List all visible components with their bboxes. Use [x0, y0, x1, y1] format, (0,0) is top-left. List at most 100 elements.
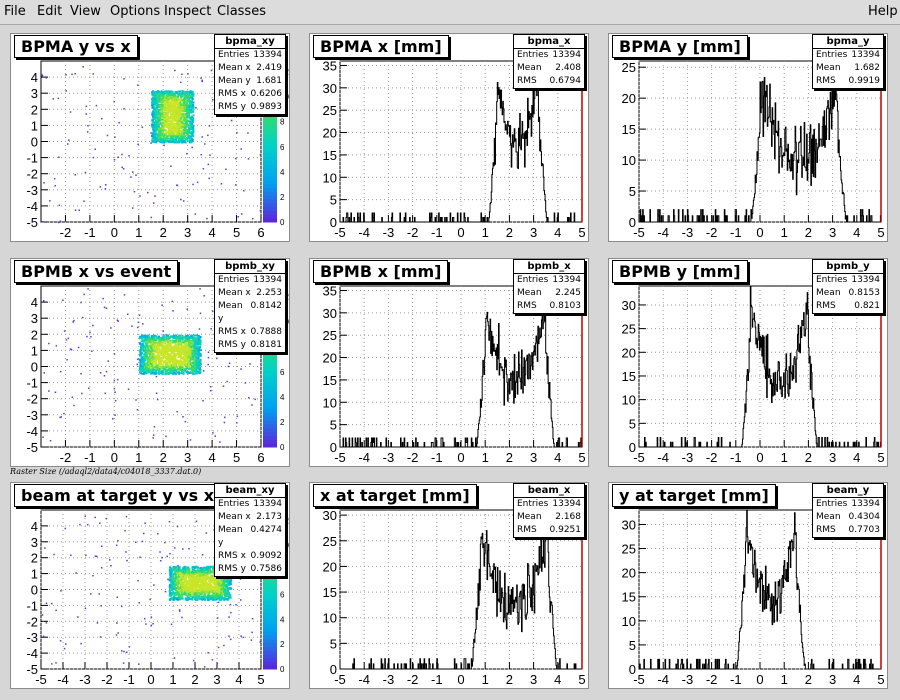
heat-cell	[178, 139, 181, 142]
heat-cell	[188, 104, 191, 107]
menu-options[interactable]: Options	[110, 4, 161, 19]
heat-cell	[188, 140, 191, 143]
heat-cell	[154, 120, 157, 123]
stats-title: bpmb_y	[813, 260, 883, 274]
scatter-point	[152, 622, 154, 625]
scatter-point	[236, 421, 238, 424]
heat-cell	[167, 132, 170, 135]
heat-cell	[138, 368, 141, 371]
scatter-point	[86, 335, 88, 338]
plot-pad-1[interactable]: -2-10123456-5-4-3-2-101234024681012BPMA …	[10, 33, 290, 242]
menu-inspect[interactable]: Inspect	[164, 4, 212, 19]
heat-cell	[162, 127, 165, 130]
scatter-point	[63, 412, 65, 415]
heat-cell	[188, 353, 191, 356]
scatter-point	[182, 200, 185, 202]
heat-cell	[150, 339, 153, 342]
x-tick-label: -4	[657, 225, 669, 240]
heat-cell	[144, 350, 147, 353]
heat-cell	[207, 566, 210, 569]
heat-cell	[178, 368, 181, 371]
heat-cell	[159, 100, 162, 103]
heat-cell	[161, 371, 164, 374]
heat-cell	[199, 341, 202, 344]
palette-cell	[263, 381, 277, 387]
heat-cell	[160, 106, 163, 109]
heat-cell	[166, 137, 169, 140]
heat-cell	[229, 583, 232, 586]
scatter-point	[164, 590, 167, 593]
heat-cell	[176, 107, 179, 110]
heat-cell	[177, 340, 180, 343]
heat-cell	[168, 131, 171, 134]
plot-pad-4[interactable]: -2-10123456-5-4-3-2-101234024681012BPMB …	[10, 258, 290, 467]
scatter-point	[251, 617, 254, 620]
stats-value: 2.419	[256, 63, 282, 73]
heat-cell	[168, 359, 171, 362]
heat-cell	[178, 98, 181, 101]
heat-cell	[167, 103, 170, 106]
scatter-point	[90, 593, 92, 595]
heat-cell	[168, 96, 171, 99]
heat-cell	[144, 368, 147, 371]
heat-cell	[169, 102, 172, 105]
scatter-point	[116, 378, 119, 381]
heat-cell	[188, 335, 191, 338]
menu-help[interactable]: Help	[868, 4, 898, 19]
menu-edit[interactable]: Edit	[37, 4, 63, 19]
heat-cell	[141, 358, 144, 361]
plot-pad-7[interactable]: -5-4-3-2-1012345-5-4-3-2-101234024681012…	[10, 482, 290, 689]
scatter-point	[113, 158, 116, 161]
heat-cell	[172, 105, 175, 108]
heat-cell	[194, 344, 197, 347]
heat-cell	[192, 361, 195, 364]
scatter-point	[230, 119, 233, 122]
heat-cell	[192, 365, 195, 368]
scatter-point	[212, 310, 214, 313]
scatter-point	[73, 319, 75, 322]
heat-cell	[225, 595, 228, 598]
heat-cell	[200, 580, 203, 583]
heat-cell	[177, 106, 180, 109]
heat-cell	[166, 337, 169, 340]
heat-cell	[189, 141, 192, 144]
heat-cell	[139, 346, 142, 349]
heat-cell	[154, 94, 157, 97]
menu-file[interactable]: File	[4, 4, 26, 19]
heat-cell	[195, 573, 198, 576]
plot-pad-5[interactable]: -5 -4 -3 -2 -1 0 1 2 3 4 5 0 5 10 15 20 25 30 35 BPMB x [mm…	[309, 258, 589, 467]
heat-cell	[163, 95, 166, 98]
scatter-point	[260, 186, 262, 189]
heat-cell	[173, 349, 176, 352]
heat-cell	[179, 106, 182, 109]
heat-cell	[174, 101, 177, 104]
heat-cell	[155, 108, 158, 111]
stats-label: RMS x	[218, 327, 246, 337]
stats-row: Entries 13394	[813, 49, 883, 62]
scatter-point	[181, 616, 183, 619]
palette-cell	[263, 187, 277, 192]
heat-cell	[188, 338, 191, 341]
menu-classes[interactable]: Classes	[217, 4, 266, 19]
heat-cell	[161, 134, 164, 137]
heat-cell	[189, 91, 192, 94]
heat-cell	[169, 592, 172, 595]
plot-pad-6[interactable]: -5 -4 -3 -2 -1 0 1 2 3 4 5 0 5 10 15 20 25 30 BPMB y [mm] b…	[608, 258, 888, 467]
heat-cell	[162, 131, 165, 134]
heat-cell	[166, 113, 169, 116]
plot-pad-2[interactable]: -5 -4 -3 -2 -1 0 1 2 3 4 5 0 5 10 15 20 25 30 35 BPMA x [mm…	[309, 33, 589, 242]
heat-cell	[183, 96, 186, 99]
heat-cell	[192, 114, 195, 117]
heat-cell	[182, 356, 185, 359]
y-tick-label: 3	[31, 86, 38, 101]
heat-cell	[229, 596, 232, 599]
scatter-point	[62, 299, 64, 301]
heat-cell	[183, 367, 186, 370]
plot-pad-3[interactable]: -5 -4 -3 -2 -1 0 1 2 3 4 5 0 5 10 15 20 25 BPMA y [mm] bpm…	[608, 33, 888, 242]
heat-cell	[185, 124, 188, 127]
menu-view[interactable]: View	[70, 4, 101, 19]
stats-value: 0.8181	[250, 340, 283, 350]
heat-cell	[182, 351, 185, 354]
scatter-point	[220, 183, 223, 185]
palette-cell	[263, 141, 277, 146]
